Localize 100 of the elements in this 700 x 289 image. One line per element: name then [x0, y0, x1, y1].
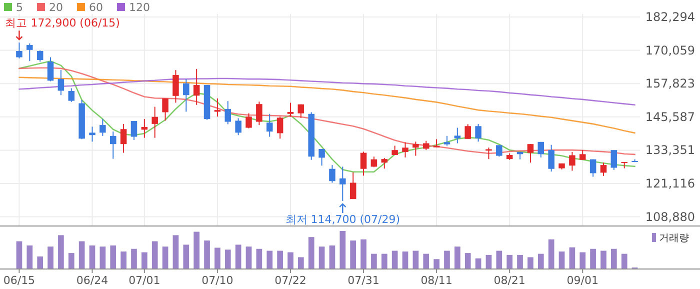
bar — [464, 253, 471, 269]
bar — [360, 239, 366, 269]
bar — [392, 250, 398, 269]
bar — [204, 240, 210, 269]
candlestick — [36, 50, 44, 62]
bar — [548, 239, 554, 269]
bar — [412, 250, 419, 269]
bar — [371, 254, 377, 269]
legend-label: 5 — [16, 1, 23, 14]
bar — [308, 237, 314, 269]
candlestick — [412, 141, 419, 156]
candlestick — [527, 144, 534, 164]
legend-label: 20 — [49, 1, 63, 14]
bar — [340, 231, 346, 269]
bar — [610, 248, 617, 269]
bar — [318, 246, 325, 269]
bar — [381, 254, 388, 269]
candlestick — [444, 135, 450, 146]
bar — [517, 254, 523, 269]
candlestick — [256, 101, 262, 126]
bar — [89, 245, 96, 269]
y-tick-label: 108,880 — [645, 210, 695, 224]
y-tick-label: 121,116 — [645, 176, 695, 190]
candlestick — [183, 78, 190, 112]
candlestick — [579, 150, 586, 160]
candlestick — [350, 172, 356, 200]
bar — [214, 248, 220, 269]
candlestick — [58, 70, 64, 96]
bar — [235, 244, 242, 269]
candlestick — [402, 142, 408, 158]
bar — [58, 235, 64, 269]
bar — [110, 245, 116, 269]
candlestick — [235, 118, 242, 136]
bar — [528, 257, 534, 269]
candlestick — [110, 131, 116, 160]
candlestick — [548, 144, 554, 172]
legend-label: 120 — [129, 1, 150, 14]
candlestick — [120, 123, 127, 154]
bar — [329, 245, 336, 269]
x-tick-label: 08/11 — [420, 274, 452, 287]
candlestick — [590, 158, 596, 178]
bar — [569, 247, 576, 269]
x-tick-label: 08/21 — [494, 274, 526, 287]
bar — [423, 254, 430, 269]
candlestick — [496, 144, 502, 158]
legend-label: 거래량 — [659, 233, 689, 244]
bar — [16, 241, 22, 269]
candlestick — [246, 112, 252, 129]
bar — [172, 235, 179, 269]
candlestick — [162, 98, 168, 122]
candlestick — [89, 126, 96, 142]
bar — [580, 252, 586, 269]
bar — [496, 250, 502, 269]
bar — [590, 248, 596, 269]
candlestick — [16, 42, 22, 59]
bar — [506, 254, 513, 269]
candlestick — [370, 156, 378, 168]
bar — [298, 257, 304, 269]
bar — [152, 241, 158, 269]
y-tick-label: 157,823 — [645, 76, 695, 91]
bar — [183, 244, 190, 269]
bar — [141, 252, 148, 269]
bar — [538, 254, 544, 269]
candlestick — [172, 70, 179, 104]
bar — [277, 250, 283, 269]
x-tick-label: 09/01 — [566, 274, 598, 287]
bar — [162, 246, 168, 269]
candlestick — [266, 113, 273, 138]
legend-label: 60 — [89, 1, 103, 14]
bar — [600, 250, 606, 269]
candlestick — [298, 104, 304, 118]
candlestick — [475, 123, 482, 142]
bar — [558, 252, 565, 269]
bar — [194, 232, 200, 269]
y-tick-label: 170,059 — [645, 43, 695, 58]
x-tick-label: 07/31 — [348, 274, 380, 287]
x-tick-label: 06/24 — [76, 274, 108, 287]
bar — [256, 248, 262, 269]
candlestick — [538, 141, 544, 158]
annotation: 최고 172,900 (06/15) — [5, 16, 120, 30]
candlestick — [600, 162, 607, 176]
bar — [621, 254, 628, 269]
y-tick-label: 145,587 — [645, 110, 695, 124]
bar — [444, 250, 450, 269]
candlestick — [193, 68, 200, 106]
bar — [224, 250, 231, 269]
x-tick-label: 07/22 — [274, 274, 306, 287]
candlestick — [340, 166, 346, 202]
candlestick — [47, 56, 54, 82]
candlestick — [287, 102, 294, 118]
bar — [246, 246, 252, 269]
bar — [68, 253, 74, 269]
bar — [48, 246, 54, 269]
candlestick — [276, 116, 284, 140]
y-tick-label: 133,351 — [645, 143, 695, 158]
candlestick — [569, 151, 576, 172]
bar — [131, 248, 137, 269]
candlestick — [610, 150, 618, 170]
candlestick — [68, 88, 75, 102]
candlestick — [454, 127, 461, 144]
